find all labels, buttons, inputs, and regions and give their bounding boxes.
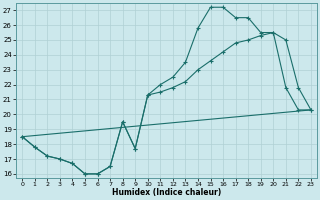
X-axis label: Humidex (Indice chaleur): Humidex (Indice chaleur) bbox=[112, 188, 221, 197]
